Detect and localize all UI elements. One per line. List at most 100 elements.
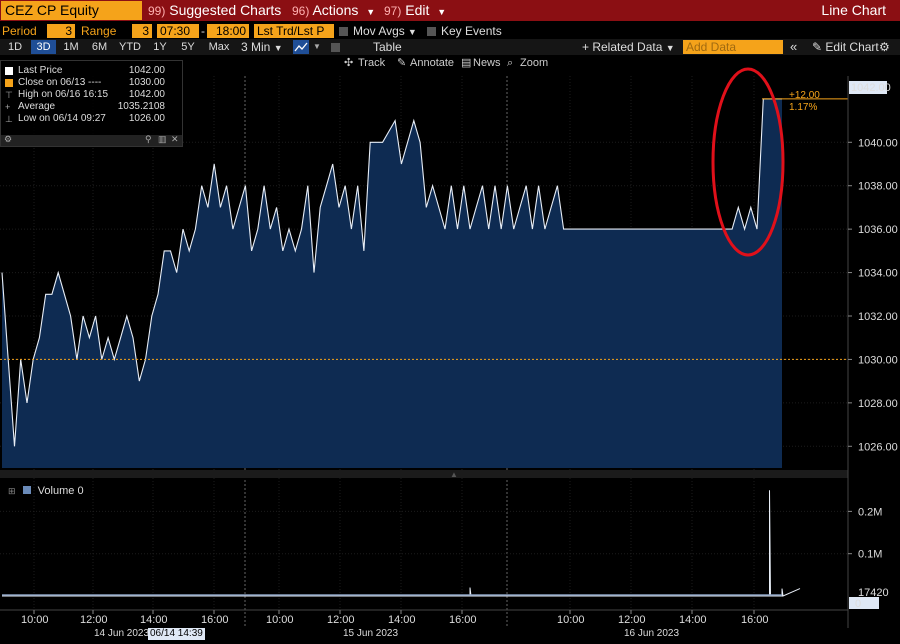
legend-high-label: High on 06/16 16:15 [18, 89, 109, 100]
actions-menu[interactable]: 96) Actions ▼ [292, 0, 375, 21]
security-field[interactable]: CEZ CP Equity [1, 1, 142, 20]
period-field[interactable]: 3 [47, 24, 75, 38]
key-events-label: Key Events [441, 24, 502, 38]
edit-caret-icon: ▼ [437, 7, 447, 17]
line-chart-icon [294, 42, 308, 52]
legend-last-price-value: 1042.00 [128, 65, 165, 76]
table-button[interactable]: Table [373, 40, 402, 54]
legend-low: ⊥ Low on 06/14 09:27 1026.00 [5, 113, 181, 125]
time-to-field[interactable]: 18:00 [207, 24, 249, 38]
tab-max[interactable]: Max [208, 41, 230, 53]
key-events-checkbox[interactable] [427, 27, 436, 36]
legend-average-label: Average [18, 101, 56, 112]
time-separator: - [201, 24, 205, 38]
table-checkbox[interactable] [331, 43, 340, 52]
key-events-toggle[interactable]: Key Events [427, 23, 502, 39]
volume-tick-label: 0.2M [858, 506, 882, 518]
line-style-button[interactable] [293, 40, 309, 54]
price-tick-label: 1030.00 [858, 354, 898, 366]
news-icon[interactable]: ▤ [461, 57, 471, 69]
track-icon[interactable]: ✣ [344, 57, 353, 69]
low-marker-icon: ⊥ [5, 114, 13, 124]
time-axis: 10:00 12:00 14:00 16:00 10:00 12:00 14:00 16:00… [21, 610, 769, 626]
last-price-axis-label: 1042.00 [851, 82, 891, 94]
volume-axis: 0.2M 0.1M [848, 506, 882, 561]
annotate-button[interactable]: Annotate [410, 57, 454, 69]
chart-tools: ✣ Track ✎ Annotate ▤ News ⌕ Zoom [344, 57, 548, 69]
time-tick-label: 16:00 [449, 614, 477, 626]
time-tick-label: 10:00 [266, 614, 294, 626]
settings-gear-icon[interactable]: ⚙ [879, 40, 890, 54]
mov-avgs-label: Mov Avgs [353, 24, 405, 38]
average-marker-icon: + [5, 102, 11, 112]
volume-legend-value: 0 [77, 485, 84, 497]
interval-selector[interactable]: 3 Min ▼ [241, 39, 283, 55]
suggested-charts-menu[interactable]: 99) Suggested Charts [148, 0, 281, 21]
legend-close[interactable]: Close on 06/13 ---- 1030.00 [5, 77, 181, 89]
tab-5y[interactable]: 5Y [181, 41, 195, 53]
time-from-field[interactable]: 07:30 [157, 24, 199, 38]
zoom-icon[interactable]: ⌕ [507, 57, 513, 69]
table-toggle[interactable] [331, 39, 345, 55]
tab-6m[interactable]: 6M [91, 41, 108, 53]
last-price-axis-badge [849, 81, 887, 94]
price-legend[interactable]: Last Price 1042.00 Close on 06/13 ---- 1… [0, 60, 183, 147]
edit-chart-button[interactable]: ✎ Edit Chart [812, 39, 879, 55]
edit-number: 97) [384, 4, 402, 18]
edit-chart-label: Edit Chart [825, 40, 879, 54]
tab-3d[interactable]: 3D [31, 40, 56, 54]
legend-high: ⊤ High on 06/16 16:15 1042.00 [5, 89, 181, 101]
legend-gear-icon[interactable]: ⚙ [4, 134, 13, 144]
date-label-jun16: 16 Jun 2023 [624, 628, 680, 639]
change-value: +12.00 [789, 90, 820, 101]
period-label: Period [2, 24, 37, 38]
price-type-field[interactable]: Lst Trd/Lst P [254, 24, 334, 38]
legend-high-value: 1042.00 [128, 89, 165, 100]
add-data-input[interactable]: Add Data [683, 40, 783, 54]
close-swatch [5, 79, 13, 87]
track-button[interactable]: Track [358, 57, 386, 69]
tab-1d[interactable]: 1D [7, 41, 23, 53]
time-tick-label: 14:00 [679, 614, 707, 626]
tab-ytd[interactable]: YTD [119, 41, 141, 53]
time-tick-label: 12:00 [80, 614, 108, 626]
chart-area[interactable]: ✣ Track ✎ Annotate ▤ News ⌕ Zoom ▲ 1040.… [0, 56, 900, 628]
price-tick-label: 1028.00 [858, 398, 898, 410]
price-tick-label: 1036.00 [858, 224, 898, 236]
related-data-button[interactable]: + Related Data ▼ [582, 40, 675, 54]
range-field[interactable]: 3 [132, 24, 152, 38]
edit-menu[interactable]: 97) Edit ▼ [384, 0, 446, 21]
legend-pin-icon[interactable]: ⚲ [145, 134, 152, 144]
panel-separator-grip-icon: ▲ [450, 470, 458, 479]
legend-low-value: 1026.00 [128, 113, 165, 124]
legend-last-price[interactable]: Last Price 1042.00 [5, 65, 181, 77]
mov-avgs-caret-icon: ▼ [407, 27, 417, 37]
volume-swatch [22, 486, 31, 494]
last-price-swatch [5, 67, 13, 75]
time-tick-label: 14:00 [140, 614, 168, 626]
suggested-charts-number: 99) [148, 4, 166, 18]
high-marker-icon: ⊤ [5, 90, 13, 100]
tab-1y[interactable]: 1Y [153, 41, 167, 53]
volume-legend[interactable]: ⊞ Volume 0 [8, 484, 84, 498]
actions-label: Actions [312, 2, 359, 18]
mov-avgs-toggle[interactable]: Mov Avgs ▼ [339, 23, 417, 39]
toolbar-row: 1D 3D 1M 6M YTD 1Y 5Y Max 3 Min ▼ ▼ Tabl… [0, 39, 900, 55]
zoom-button[interactable]: Zoom [520, 57, 548, 69]
tab-1m[interactable]: 1M [63, 41, 79, 53]
legend-close-icon[interactable]: ✕ [171, 134, 179, 144]
annotate-icon[interactable]: ✎ [397, 57, 406, 69]
collapse-icon[interactable]: « [790, 39, 798, 54]
volume-zero-label: 0 [855, 598, 861, 610]
mov-avgs-checkbox[interactable] [339, 27, 348, 36]
news-button[interactable]: News [473, 57, 501, 69]
price-area-fill [2, 98, 782, 469]
edit-label: Edit [405, 2, 430, 18]
line-style-caret-icon[interactable]: ▼ [313, 42, 321, 51]
price-axis: 1040.00 1038.00 1036.00 1034.00 1032.00 1030.… [848, 137, 898, 453]
volume-expand-icon[interactable]: ⊞ [8, 486, 16, 496]
panel-separator[interactable] [0, 470, 848, 478]
legend-chart-icon[interactable]: ▥ [158, 134, 167, 144]
price-tick-label: 1040.00 [858, 137, 898, 149]
highlight-circle [711, 67, 785, 257]
